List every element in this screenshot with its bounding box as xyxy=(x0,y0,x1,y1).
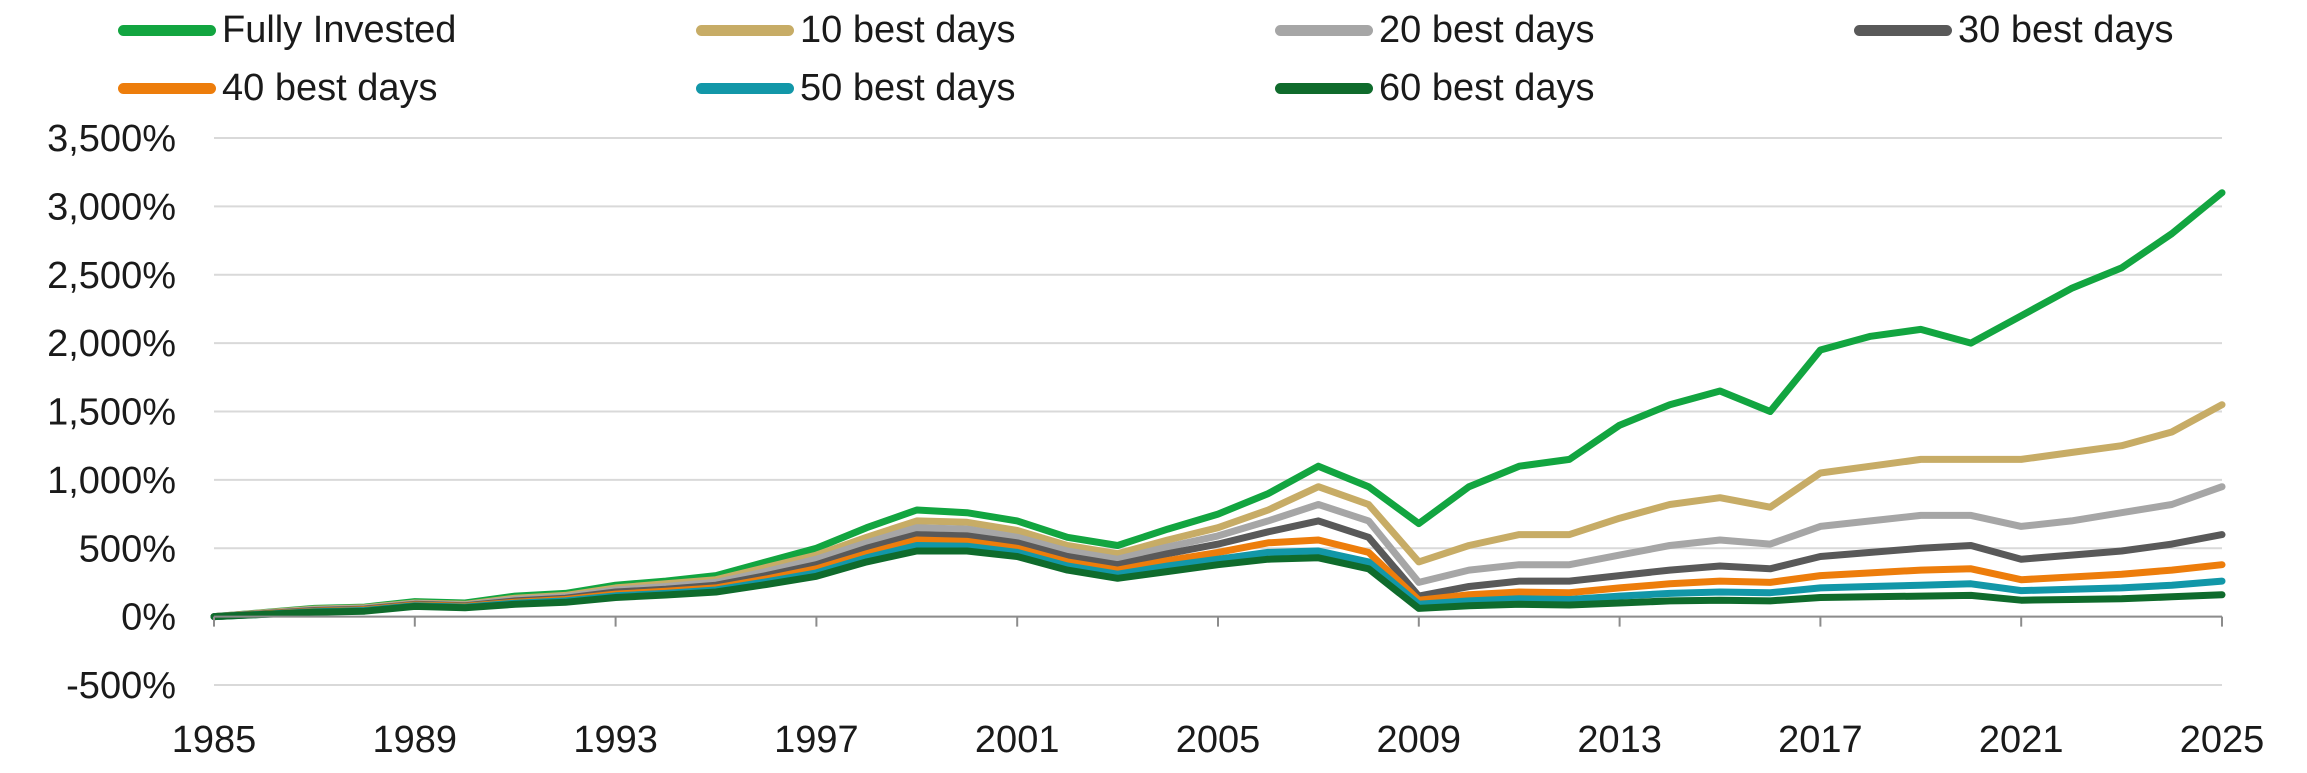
legend-swatch xyxy=(696,82,794,94)
legend-label: 50 best days xyxy=(800,66,1016,109)
x-tick-label: 1993 xyxy=(573,719,658,761)
y-tick-label: 0% xyxy=(121,597,176,639)
x-tick-label: 2013 xyxy=(1577,719,1662,761)
legend-label: 30 best days xyxy=(1958,8,2174,51)
x-tick-label: 2017 xyxy=(1778,719,1863,761)
legend-label: 40 best days xyxy=(222,66,438,109)
x-tick-label: 2005 xyxy=(1176,719,1261,761)
x-tick-label: 1997 xyxy=(774,719,859,761)
legend-swatch xyxy=(1275,24,1373,36)
axes: -500% 0% 500% 1,000% 1,500% 2,000% 2,500% 3,000… xyxy=(47,118,2264,761)
x-tick-label: 1985 xyxy=(172,719,257,761)
legend-item: 20 best days xyxy=(1275,5,1594,55)
legend-item: 30 best days xyxy=(1854,5,2173,55)
x-tick-label: 1989 xyxy=(373,719,458,761)
legend-swatch xyxy=(118,24,216,36)
x-tick-label: 2009 xyxy=(1377,719,1462,761)
series-line-60-best-days xyxy=(210,547,2226,621)
y-tick-label: 2,000% xyxy=(47,323,176,365)
y-tick-label: 3,500% xyxy=(47,118,176,160)
legend-item: Fully Invested xyxy=(118,5,456,55)
legend-label: 20 best days xyxy=(1379,8,1595,51)
legend-label: 10 best days xyxy=(800,8,1016,51)
x-tick-label: 2025 xyxy=(2180,719,2265,761)
legend-item: 50 best days xyxy=(696,63,1015,113)
chart-legend: Fully Invested 10 best days 20 best days 30… xyxy=(0,0,2307,125)
legend-swatch xyxy=(1854,24,1952,36)
legend-item: 10 best days xyxy=(696,5,1015,55)
legend-label: 60 best days xyxy=(1379,66,1595,109)
x-tick-label: 2001 xyxy=(975,719,1060,761)
legend-item: 40 best days xyxy=(118,63,437,113)
y-tick-label: 1,000% xyxy=(47,460,176,502)
legend-swatch xyxy=(1275,82,1373,94)
y-tick-label: 1,500% xyxy=(47,392,176,434)
legend-label: Fully Invested xyxy=(222,8,457,51)
y-tick-label: 2,500% xyxy=(47,255,176,297)
series-lines xyxy=(210,189,2226,621)
y-tick-label: 3,000% xyxy=(47,186,176,228)
legend-swatch xyxy=(696,24,794,36)
legend-item: 60 best days xyxy=(1275,63,1594,113)
y-tick-label: -500% xyxy=(66,665,176,707)
legend-swatch xyxy=(118,82,216,94)
y-tick-label: 500% xyxy=(79,528,176,570)
x-tick-label: 2021 xyxy=(1979,719,2064,761)
